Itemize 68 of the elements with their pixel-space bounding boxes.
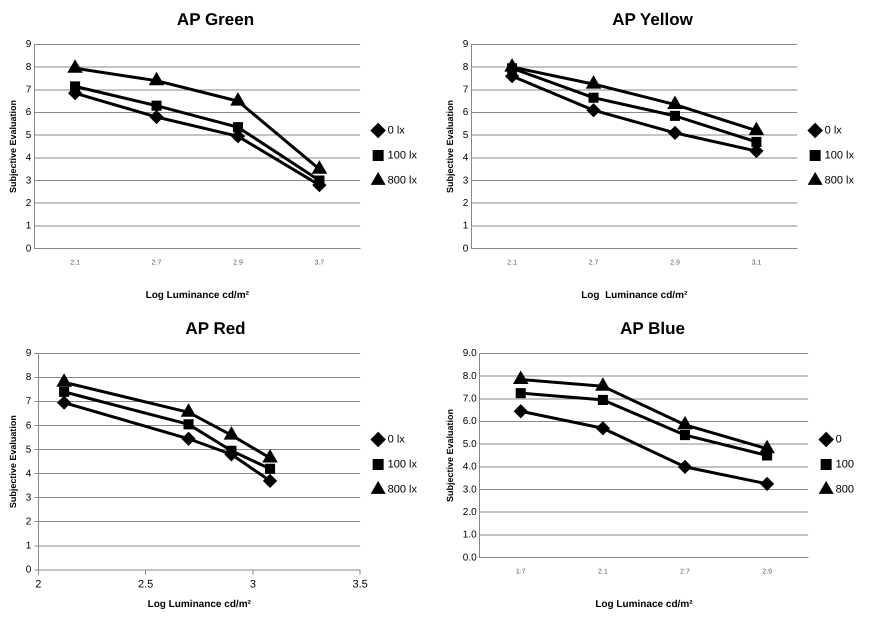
chart-title: AP Yellow xyxy=(612,10,694,29)
legend-label: 800 lx xyxy=(388,484,418,496)
y-tick-label: 4 xyxy=(26,152,32,164)
y-tick-label: 8 xyxy=(26,372,32,384)
x-tick-label: 2 xyxy=(35,578,42,590)
legend-label: 0 xyxy=(836,434,842,446)
chart-title: AP Red xyxy=(185,318,246,338)
x-axis-title: Log Luminance cd/m² xyxy=(581,290,688,301)
x-axis-title: Log Luminace cd/m² xyxy=(595,598,694,610)
y-axis-title: Subjective Evaluation xyxy=(444,100,455,194)
y-tick-label: 0 xyxy=(26,564,32,576)
y-tick-label: 1 xyxy=(26,220,32,232)
y-tick-label: 0 xyxy=(462,243,469,254)
y-axis-title: Subjective Evaluation xyxy=(444,408,455,502)
y-tick-label: 1 xyxy=(462,220,469,232)
y-axis-title: Subjective Evaluation xyxy=(8,100,18,194)
y-tick-label: 7 xyxy=(26,396,32,408)
x-axis-title: Log Luminance cd/m² xyxy=(148,598,252,610)
legend-label: 100 lx xyxy=(824,150,854,162)
y-axis-title: Subjective Evaluation xyxy=(8,415,18,508)
y-tick-label: 6.0 xyxy=(462,416,478,428)
y-tick-label: 9 xyxy=(26,348,32,360)
y-tick-label: 5 xyxy=(26,444,32,456)
y-tick-label: 4 xyxy=(26,468,32,480)
y-tick-label: 0 xyxy=(26,243,32,254)
y-tick-label: 5 xyxy=(462,130,469,141)
y-tick-label: 8.0 xyxy=(462,370,478,382)
y-tick-label: 2.0 xyxy=(462,506,478,518)
chart-title: AP Blue xyxy=(620,318,685,338)
legend-label: 0 lx xyxy=(824,124,842,137)
y-tick-label: 2 xyxy=(26,198,32,209)
y-tick-label: 6 xyxy=(26,107,32,118)
y-tick-label: 2 xyxy=(26,516,32,528)
y-tick-label: 1.0 xyxy=(462,530,478,541)
y-tick-label: 5 xyxy=(26,130,32,141)
y-tick-label: 8 xyxy=(462,62,469,73)
y-tick-label: 5.0 xyxy=(462,438,478,450)
y-tick-label: 2 xyxy=(462,198,469,209)
legend-label: 800 lx xyxy=(388,174,418,187)
y-tick-label: 7 xyxy=(26,84,32,96)
y-tick-label: 3 xyxy=(26,175,32,186)
x-tick-label: 3.5 xyxy=(352,578,368,590)
y-tick-label: 3 xyxy=(462,175,469,186)
y-tick-label: 4.0 xyxy=(462,462,478,473)
chart-title: AP Green xyxy=(176,10,254,29)
y-tick-label: 7.0 xyxy=(462,394,478,405)
legend-label: 0 lx xyxy=(388,124,406,137)
y-tick-label: 0.0 xyxy=(462,552,478,564)
y-tick-label: 4 xyxy=(462,152,469,164)
legend-label: 100 lx xyxy=(388,458,418,471)
legend-label: 800 xyxy=(836,484,854,496)
y-tick-label: 9.0 xyxy=(462,348,478,360)
y-tick-label: 3.0 xyxy=(462,484,478,496)
legend-label: 0 lx xyxy=(388,434,406,446)
x-tick-label: 3 xyxy=(250,578,256,590)
x-tick-label: 2.5 xyxy=(138,578,154,590)
y-tick-label: 6 xyxy=(26,420,32,432)
x-axis-title: Log Luminance cd/m² xyxy=(146,290,250,301)
y-tick-label: 3 xyxy=(26,492,32,504)
legend-label: 800 lx xyxy=(824,174,854,187)
y-tick-label: 9 xyxy=(26,39,32,50)
y-tick-label: 6 xyxy=(462,107,469,118)
y-tick-label: 8 xyxy=(26,62,32,73)
legend-label: 100 xyxy=(836,458,854,471)
y-tick-label: 9 xyxy=(462,39,469,50)
legend-label: 100 lx xyxy=(388,150,418,162)
y-tick-label: 1 xyxy=(26,540,32,552)
y-tick-label: 7 xyxy=(462,84,469,96)
